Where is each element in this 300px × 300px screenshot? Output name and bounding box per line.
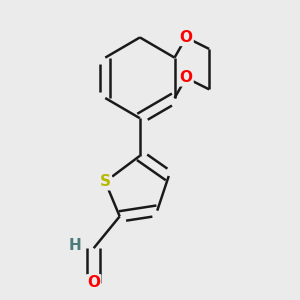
Text: S: S <box>100 174 111 189</box>
Text: O: O <box>180 30 193 45</box>
Text: H: H <box>69 238 81 253</box>
Text: O: O <box>180 70 193 85</box>
Text: O: O <box>87 275 100 290</box>
